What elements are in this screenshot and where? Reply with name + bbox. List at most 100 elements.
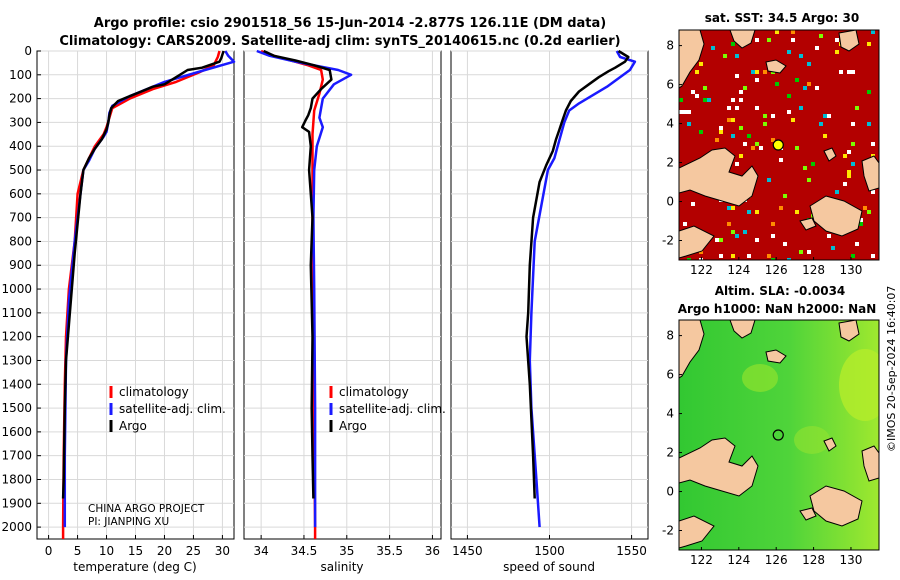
sst-land	[679, 30, 879, 259]
sla-map-title-2: Argo h1000: NaN h2000: NaN	[678, 302, 877, 316]
salinity-legend: climatology satellite-adj. clim. Argo	[329, 385, 446, 433]
sst-pixel	[867, 42, 871, 46]
sst-pixel	[863, 206, 867, 210]
sla-x-tick-label: 128	[802, 553, 825, 567]
sst-pixel	[727, 222, 731, 226]
sst-pixel	[691, 202, 695, 206]
sst-y-tick-label: 8	[666, 39, 674, 53]
sla-high-patch	[839, 349, 879, 421]
sst-pixel	[751, 146, 755, 150]
sla-high-patch	[742, 364, 778, 392]
sst-pixel	[871, 254, 875, 258]
sound-speed-panel: 1450 1500 1550 speed of sound	[450, 49, 649, 574]
sst-pixel	[803, 166, 807, 170]
sla-y-tick-label: 2	[666, 446, 674, 460]
sst-pixel	[771, 222, 775, 226]
sla-x-tick-label: 130	[840, 553, 863, 567]
temperature-x-label: temperature (deg C)	[73, 560, 196, 574]
sla-y-tick-label: 0	[666, 485, 674, 499]
sst-y-tick-label: 4	[666, 117, 674, 131]
temperature-series	[61, 50, 236, 539]
sst-pixel	[727, 118, 731, 122]
sst-pixel	[871, 190, 875, 194]
legend-satellite-label: satellite-adj. clim.	[119, 402, 226, 416]
sst-x-tick-label: 124	[727, 263, 750, 277]
salinity-grid	[244, 50, 441, 539]
sst-pixel	[731, 206, 735, 210]
sst-pixel	[771, 114, 775, 118]
temperature-y-tick-label: 400	[9, 139, 32, 153]
sst-pixel	[851, 254, 855, 258]
sst-pixel	[851, 162, 855, 166]
legend-argo-label: Argo	[339, 419, 367, 433]
sst-pixel	[783, 194, 787, 198]
sst-pixel	[799, 54, 803, 58]
sst-pixel	[847, 170, 851, 174]
sla-map: Altim. SLA: -0.0034 Argo h1000: NaN h200…	[662, 284, 880, 567]
salinity-x-ticks: 34 34.5 35 35.5 36	[253, 535, 440, 558]
legend-argo-label: Argo	[119, 419, 147, 433]
sst-pixel	[731, 42, 735, 46]
sst-pixel	[763, 70, 767, 74]
salinity-axes-box	[243, 50, 442, 540]
sla-land	[679, 320, 879, 549]
sst-pixel	[687, 122, 691, 126]
sst-pixel	[783, 242, 787, 246]
sst-pixel	[739, 126, 743, 130]
sst-pixel	[735, 54, 739, 58]
salinity-series-argo	[263, 49, 333, 499]
sst-x-tick-label: 122	[690, 263, 713, 277]
temperature-x-tick-label: 0	[45, 544, 53, 558]
sst-y-ticks: -2 0 2 4 6 8	[662, 39, 682, 248]
sst-y-tick-label: -2	[662, 234, 674, 248]
salinity-x-tick-label: 36	[425, 544, 440, 558]
sst-pixel	[835, 50, 839, 54]
figure-title-line1: Argo profile: csio 2901518_56 15-Jun-201…	[94, 16, 606, 31]
sst-pixel	[747, 134, 751, 138]
sst-pixel	[695, 94, 699, 98]
sst-y-tick-label: 2	[666, 156, 674, 170]
sst-pixel	[815, 86, 819, 90]
sst-pixel	[763, 114, 767, 118]
sst-pixel	[867, 90, 871, 94]
temperature-y-tick-label: 0	[24, 44, 32, 58]
sst-pixel	[731, 134, 735, 138]
sla-y-ticks: -2 0 2 4 6 8	[662, 329, 682, 538]
temperature-y-tick-label: 1300	[1, 353, 32, 367]
temperature-x-tick-label: 15	[128, 544, 143, 558]
sst-pixel	[771, 138, 775, 142]
sst-x-ticks: 122 124 126 128 130	[690, 257, 862, 277]
sst-pixel	[723, 54, 727, 58]
sst-pixel	[755, 142, 759, 146]
sst-pixel	[787, 258, 791, 260]
sst-pixel	[719, 130, 723, 134]
temperature-y-tick-label: 2000	[1, 520, 32, 534]
sst-pixel	[807, 250, 811, 254]
sst-pixel	[847, 150, 851, 154]
sst-pixel	[735, 234, 739, 238]
temperature-panel: 0 5 10 15 20 25 30 0 100 200 300 400 500 600 700 800 90…	[1, 44, 236, 574]
sst-pixel	[767, 38, 771, 42]
sst-pixel	[855, 242, 859, 246]
sst-x-tick-label: 128	[802, 263, 825, 277]
sst-pixel	[743, 86, 747, 90]
sound-speed-x-tick-label: 1550	[616, 544, 647, 558]
sla-map-frame	[678, 319, 880, 551]
temperature-y-tick-label: 1900	[1, 496, 32, 510]
sound-speed-series-argo	[525, 49, 630, 499]
temperature-y-tick-label: 500	[9, 163, 32, 177]
sst-pixel	[791, 118, 795, 122]
sst-x-tick-label: 126	[765, 263, 788, 277]
sst-pixel	[795, 210, 799, 214]
sst-pixel	[807, 62, 811, 66]
sst-map-title: sat. SST: 34.5 Argo: 30	[705, 11, 859, 25]
sound-speed-x-tick-label: 1450	[452, 544, 483, 558]
sst-pixel	[799, 106, 803, 110]
sla-x-tick-label: 122	[690, 553, 713, 567]
sla-x-tick-label: 126	[765, 553, 788, 567]
sst-argo-marker	[772, 139, 784, 151]
temperature-y-tick-label: 800	[9, 234, 32, 248]
sst-pixel	[735, 74, 739, 78]
temperature-series-argo	[61, 50, 225, 499]
sst-pixel	[715, 138, 719, 142]
